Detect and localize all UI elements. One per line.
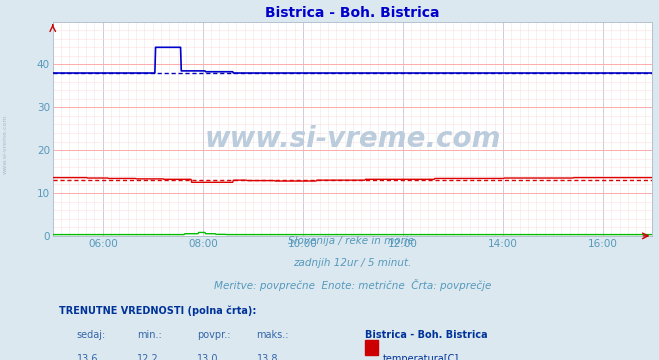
Text: 13,8: 13,8 bbox=[256, 354, 278, 360]
Text: www.si-vreme.com: www.si-vreme.com bbox=[204, 125, 501, 153]
Text: 13,6: 13,6 bbox=[76, 354, 98, 360]
Text: Bistrica - Boh. Bistrica: Bistrica - Boh. Bistrica bbox=[364, 330, 487, 340]
Text: TRENUTNE VREDNOSTI (polna črta):: TRENUTNE VREDNOSTI (polna črta): bbox=[59, 306, 256, 316]
Text: Meritve: povprečne  Enote: metrične  Črta: povprečje: Meritve: povprečne Enote: metrične Črta:… bbox=[214, 279, 491, 291]
Text: povpr.:: povpr.: bbox=[196, 330, 230, 340]
Text: www.si-vreme.com: www.si-vreme.com bbox=[3, 114, 8, 174]
FancyBboxPatch shape bbox=[364, 339, 378, 355]
Text: temperatura[C]: temperatura[C] bbox=[382, 354, 459, 360]
Text: 12,2: 12,2 bbox=[136, 354, 158, 360]
Title: Bistrica - Boh. Bistrica: Bistrica - Boh. Bistrica bbox=[266, 6, 440, 21]
Text: sedaj:: sedaj: bbox=[76, 330, 106, 340]
Text: 13,0: 13,0 bbox=[196, 354, 218, 360]
Text: maks.:: maks.: bbox=[256, 330, 289, 340]
Text: zadnjih 12ur / 5 minut.: zadnjih 12ur / 5 minut. bbox=[293, 257, 412, 267]
Text: min.:: min.: bbox=[136, 330, 161, 340]
Text: Slovenija / reke in morje.: Slovenija / reke in morje. bbox=[288, 236, 417, 246]
